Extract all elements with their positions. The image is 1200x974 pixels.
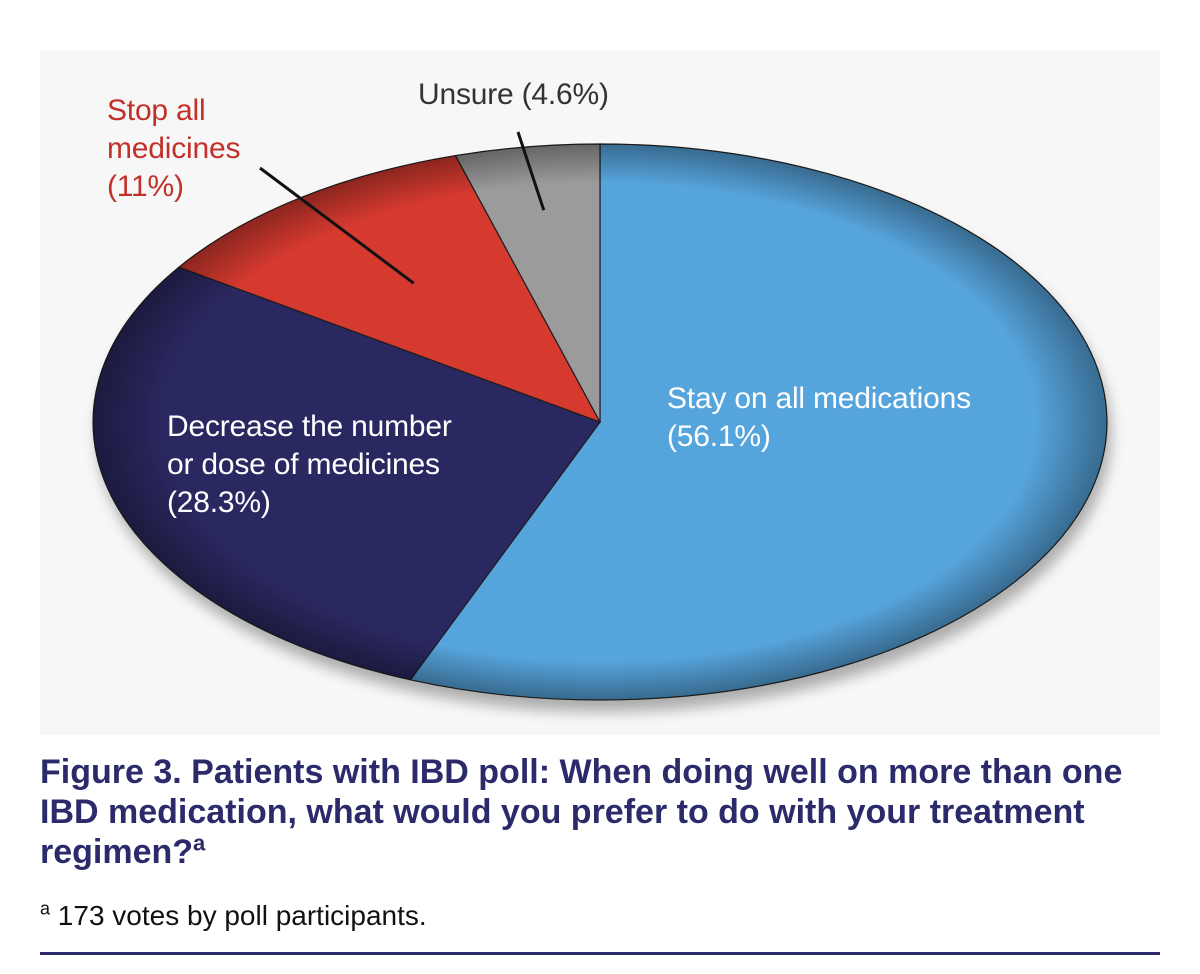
- decrease-label-line-2: or dose of medicines: [167, 448, 440, 481]
- stop-leader-line: [259, 166, 415, 285]
- pie-chart: [92, 131, 1111, 712]
- caption-text: Figure 3. Patients with IBD poll: When d…: [40, 753, 1123, 871]
- chart-panel: Stay on all medications (56.1%) Decrease…: [40, 50, 1160, 735]
- stay-label-line-2: (56.1%): [667, 420, 771, 453]
- stop-label-line-3: (11%): [107, 170, 184, 203]
- decrease-label: Decrease the number or dose of medicines…: [167, 408, 452, 522]
- figure-caption: Figure 3. Patients with IBD poll: When d…: [40, 752, 1160, 872]
- decrease-label-line-3: (28.3%): [167, 486, 271, 519]
- unsure-label-line-1: Unsure (4.6%): [418, 78, 609, 111]
- pie-rim-shading: [93, 144, 1107, 700]
- caption-footnote-marker: a: [193, 830, 206, 856]
- stop-label-line-1: Stop all: [107, 94, 206, 127]
- unsure-label: Unsure (4.6%): [418, 76, 609, 114]
- footnote: a 173 votes by poll participants.: [40, 900, 427, 932]
- footnote-text: 173 votes by poll participants.: [50, 900, 427, 931]
- stay-label: Stay on all medications (56.1%): [667, 380, 971, 456]
- unsure-leader-line: [516, 131, 546, 211]
- stop-label: Stop all medicines (11%): [107, 92, 240, 206]
- stay-label-line-1: Stay on all medications: [667, 382, 971, 415]
- stop-label-line-2: medicines: [107, 132, 241, 165]
- bottom-rule: [40, 952, 1160, 955]
- footnote-marker: a: [40, 898, 51, 919]
- decrease-label-line-1: Decrease the number: [167, 410, 452, 443]
